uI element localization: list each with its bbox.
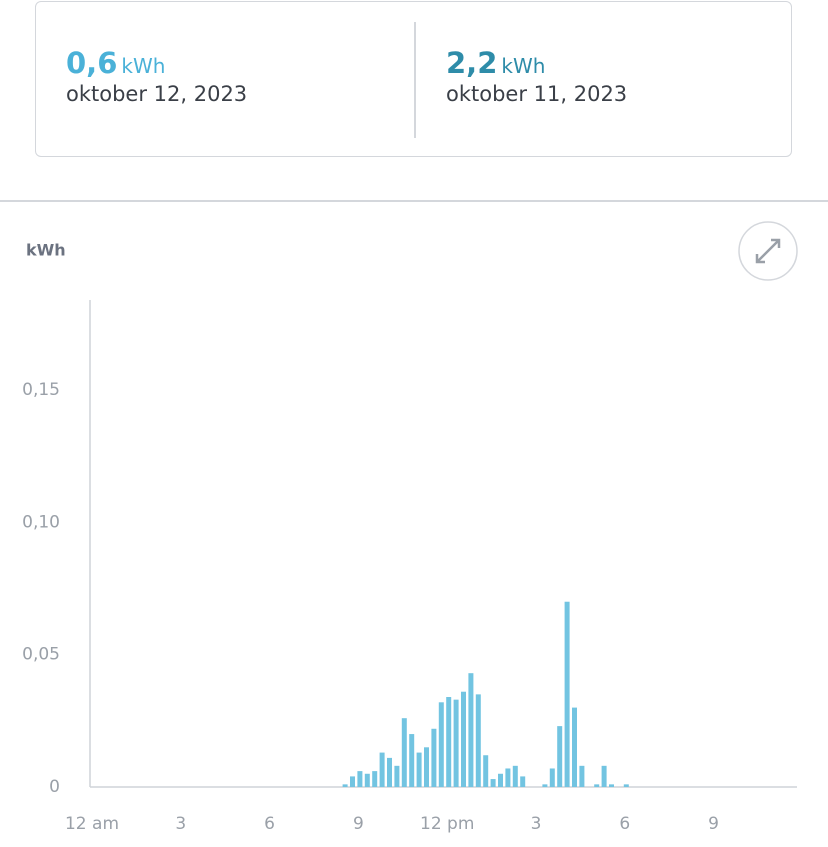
bar [357,771,363,787]
bar [594,784,600,787]
bar [512,765,518,787]
bar [557,726,563,787]
bar [453,699,459,787]
bar [372,771,378,787]
summary-card [35,1,792,157]
x-tick-label: 6 [619,814,630,834]
bar [483,755,489,787]
bar [424,747,429,787]
y-tick-label: 0,05 [22,645,60,665]
bar [505,768,511,787]
stat: 2,2 kWh oktober 11, 2023 [446,46,627,106]
expand-icon[interactable] [755,238,781,264]
bar [387,757,392,787]
bar [609,784,614,787]
y-axis-label: kWh [26,241,66,260]
bar [564,601,570,787]
stat-unit: kWh [121,54,166,78]
x-tick-label: 9 [353,814,364,834]
bar [490,779,496,787]
bar [520,776,526,787]
bar [475,694,481,787]
bar [623,784,629,787]
bar [401,718,407,787]
x-tick-label: 9 [708,814,719,834]
bar [379,752,385,787]
bar [342,784,348,787]
bar [468,673,474,787]
bar [416,752,422,787]
x-tick-label: 12 am [65,814,119,834]
y-tick-label: 0,15 [22,380,60,400]
bar [394,765,400,787]
bar [364,773,370,787]
bar [542,784,548,787]
stat: 0,6 kWh oktober 12, 2023 [66,46,247,106]
stat-unit: kWh [501,54,546,78]
stat-date: oktober 11, 2023 [446,82,628,106]
stat-value: 0,6 [66,46,118,80]
divider [414,22,416,138]
stat-value: 2,2 [446,46,498,80]
bar [409,734,415,787]
y-tick-label: 0 [49,777,60,797]
stat-date: oktober 12, 2023 [66,82,248,106]
x-tick-label: 12 pm [420,814,474,834]
bar [438,702,444,787]
bar [498,773,503,787]
bar [601,765,607,787]
x-tick-label: 6 [264,814,275,834]
separator [0,200,828,202]
bar [579,765,585,787]
bar [431,728,437,787]
x-tick-label: 3 [531,814,542,834]
expand-button[interactable] [738,221,798,281]
bar [446,697,452,787]
y-tick-label: 0,10 [22,512,60,532]
bar [461,691,466,787]
bar [350,776,355,787]
x-tick-label: 3 [175,814,186,834]
bar [572,707,577,787]
bar [549,768,555,787]
